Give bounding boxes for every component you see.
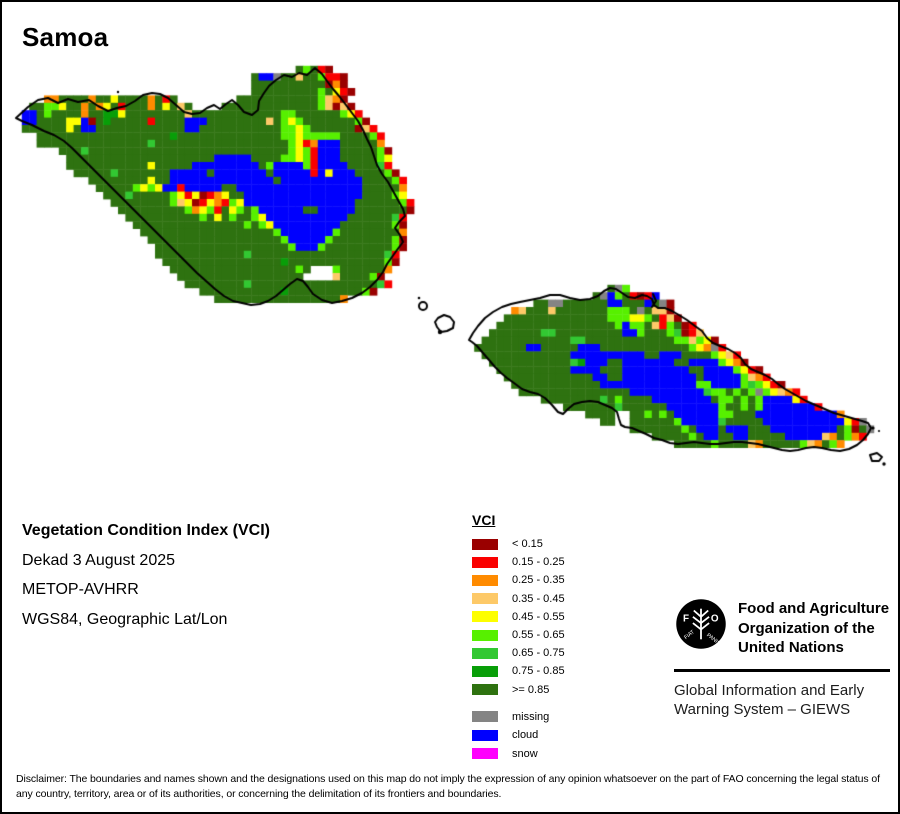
fao-divider	[674, 668, 890, 672]
map-info-block: Vegetation Condition Index (VCI) Dekad 3…	[22, 516, 270, 634]
vci-legend-classes: < 0.15 0.15 - 0.25 0.25 - 0.35 0.35 - 0.45 0…	[472, 535, 565, 699]
legend-swatch	[472, 629, 498, 641]
legend-label: missing	[512, 710, 550, 723]
legend-label: 0.45 - 0.55	[512, 610, 565, 623]
svg-text:F: F	[683, 613, 689, 624]
legend-swatch	[472, 593, 498, 605]
disclaimer-text: Disclaimer: The boundaries and names sho…	[16, 773, 880, 800]
legend-swatch	[472, 538, 498, 550]
legend-label: 0.25 - 0.35	[512, 574, 565, 587]
legend-swatch	[472, 574, 498, 586]
legend-swatch	[472, 748, 498, 760]
legend-row: 0.35 - 0.45	[472, 590, 565, 608]
map-info-title: Vegetation Condition Index (VCI)	[22, 522, 270, 539]
page-title: Samoa	[22, 22, 109, 52]
legend-row: snow	[472, 745, 565, 764]
legend-swatch	[472, 729, 498, 741]
legend-row: < 0.15	[472, 535, 565, 553]
legend-label: 0.55 - 0.65	[512, 629, 565, 642]
legend-row: 0.75 - 0.85	[472, 662, 565, 680]
map-info-projection: WGS84, Geographic Lat/Lon	[22, 610, 228, 628]
legend-swatch	[472, 611, 498, 623]
legend-label: snow	[512, 747, 538, 760]
fao-block: F O FIAT PANIS Food and Agriculture Orga…	[674, 597, 892, 720]
legend-label: 0.35 - 0.45	[512, 592, 565, 605]
legend-label: 0.15 - 0.25	[512, 556, 565, 569]
fao-logo-icon: F O FIAT PANIS	[676, 599, 726, 649]
legend-swatch	[472, 684, 498, 696]
legend-label: 0.75 - 0.85	[512, 665, 565, 678]
legend-label: >= 0.85	[512, 683, 550, 696]
legend-row: >= 0.85	[472, 681, 565, 699]
svg-text:O: O	[711, 613, 719, 624]
legend-row: missing	[472, 708, 565, 727]
legend-swatch	[472, 711, 498, 723]
legend-row: cloud	[472, 726, 565, 745]
legend-row: 0.55 - 0.65	[472, 626, 565, 644]
legend-label: 0.65 - 0.75	[512, 647, 565, 660]
legend-label: cloud	[512, 729, 539, 742]
legend-swatch	[472, 665, 498, 677]
legend-row: 0.65 - 0.75	[472, 644, 565, 662]
legend-label: < 0.15	[512, 538, 543, 551]
map-info-sensor: METOP-AVHRR	[22, 581, 139, 599]
legend-swatch	[472, 647, 498, 659]
legend-row: 0.15 - 0.25	[472, 553, 565, 571]
fao-org-name: Food and Agriculture Organization of the…	[738, 600, 890, 656]
legend-row: 0.25 - 0.35	[472, 571, 565, 589]
legend-row: 0.45 - 0.55	[472, 608, 565, 626]
vci-legend-extras: missing cloud snow	[472, 708, 565, 764]
giews-name: Global Information and Early Warning Sys…	[674, 681, 865, 719]
vci-legend-heading: VCI	[472, 512, 496, 528]
map-info-dekad: Dekad 3 August 2025	[22, 551, 176, 569]
legend-swatch	[472, 556, 498, 568]
vci-legend: VCI < 0.15 0.15 - 0.25 0.25 - 0.35 0.35 - 0…	[472, 512, 565, 763]
